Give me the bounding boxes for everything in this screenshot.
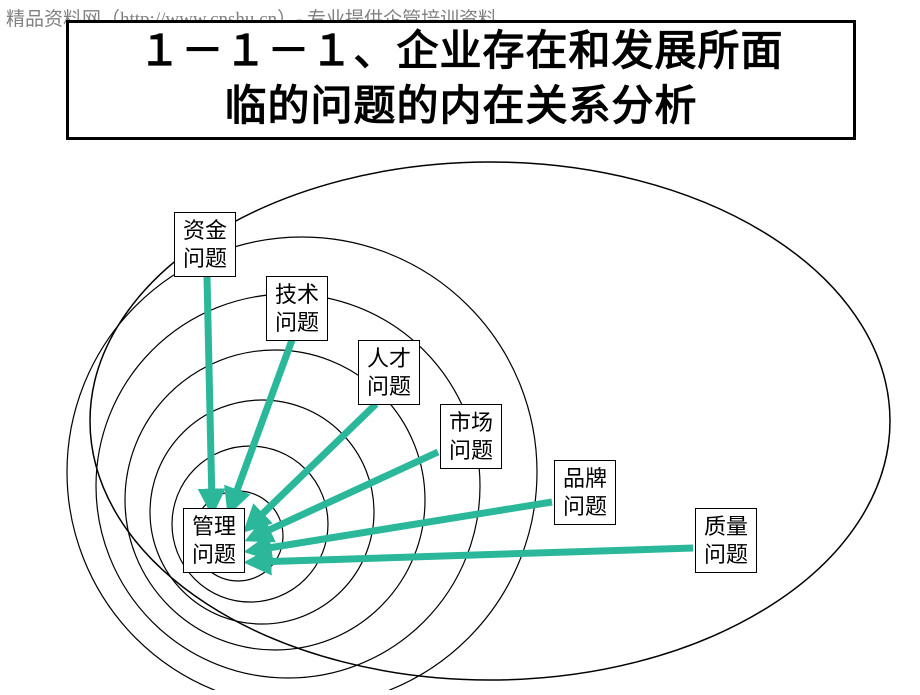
- node-market: 市场 问题: [440, 404, 502, 469]
- arrow-brand: [256, 502, 552, 550]
- node-capital: 资金 问题: [174, 212, 236, 277]
- node-quality: 质量 问题: [695, 508, 757, 573]
- node-brand: 品牌 问题: [554, 460, 616, 525]
- arrow-tech: [232, 340, 292, 504]
- node-tech: 技术 问题: [266, 276, 328, 341]
- arrow-capital: [207, 277, 212, 504]
- title-line-1: １－１－１、企业存在和发展所面: [138, 29, 783, 75]
- title-container: １－１－１、企业存在和发展所面 临的问题的内在关系分析: [66, 20, 856, 140]
- page-title: １－１－１、企业存在和发展所面 临的问题的内在关系分析: [138, 25, 783, 134]
- diagram-container: 资金 问题技术 问题人才 问题市场 问题品牌 问题质量 问题 管理 问题: [0, 150, 920, 690]
- node-talent: 人才 问题: [358, 340, 420, 405]
- node-management: 管理 问题: [183, 508, 245, 573]
- title-line-2: 临的问题的内在关系分析: [224, 84, 697, 130]
